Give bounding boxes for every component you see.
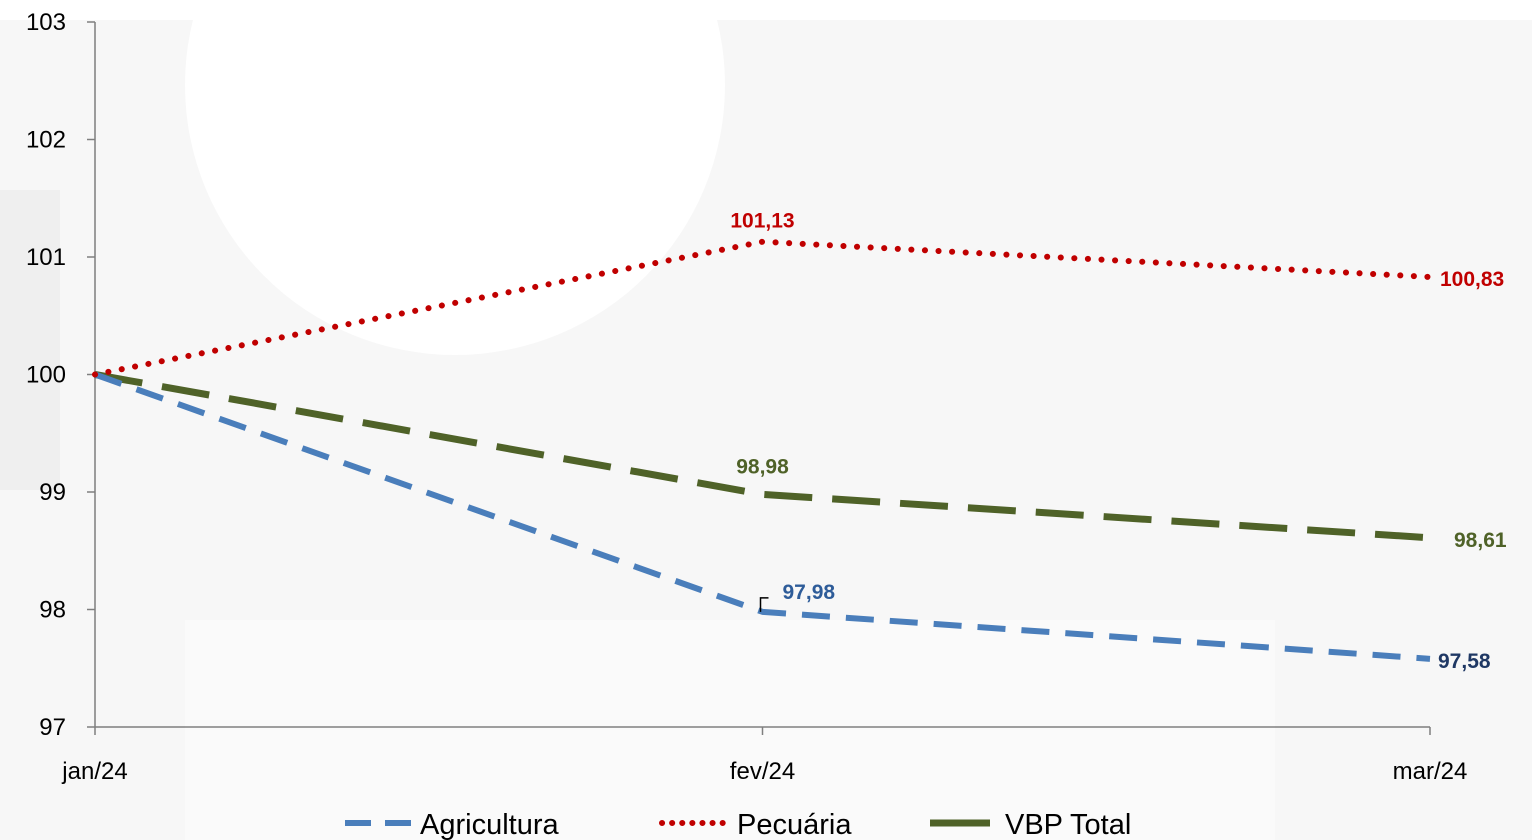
data-label-series-1: 97,58	[1438, 650, 1491, 673]
y-tick-label: 98	[39, 597, 66, 624]
series-line-2	[92, 238, 1433, 378]
data-label-series-1: 97,98	[783, 581, 836, 604]
legend-label-1: Agricultura	[420, 809, 559, 840]
chart-axes: 103 102 101 100 99 98 97 jan/24 fev/24 mar/24	[26, 9, 1467, 785]
label-leader-line	[759, 597, 769, 612]
y-tick-label: 100	[26, 362, 66, 389]
legend-label-3: VBP Total	[1005, 809, 1131, 840]
x-tick-label: mar/24	[1393, 758, 1468, 785]
legend-label-2: Pecuária	[737, 809, 852, 840]
data-label-series-3: 98,61	[1454, 529, 1507, 552]
y-tick-label: 101	[26, 244, 66, 271]
legend: Agricultura Pecuária VBP Total	[345, 809, 1131, 840]
data-label-series-3: 98,98	[736, 455, 789, 478]
data-label-series-2: 100,83	[1440, 268, 1504, 291]
y-tick-label: 97	[39, 714, 66, 741]
y-tick-label: 99	[39, 479, 66, 506]
data-label-series-2: 101,13	[730, 210, 794, 233]
y-tick-label: 102	[26, 127, 66, 154]
y-tick-label: 103	[26, 9, 66, 36]
data-labels: 97,98 97,58 101,13 100,83 98,98 98,61	[730, 210, 1506, 673]
series-line-3	[94, 371, 1431, 542]
series-layer	[92, 238, 1433, 662]
series-line-1	[93, 371, 1431, 662]
x-tick-label: fev/24	[730, 758, 795, 785]
x-tick-label: jan/24	[61, 758, 127, 785]
